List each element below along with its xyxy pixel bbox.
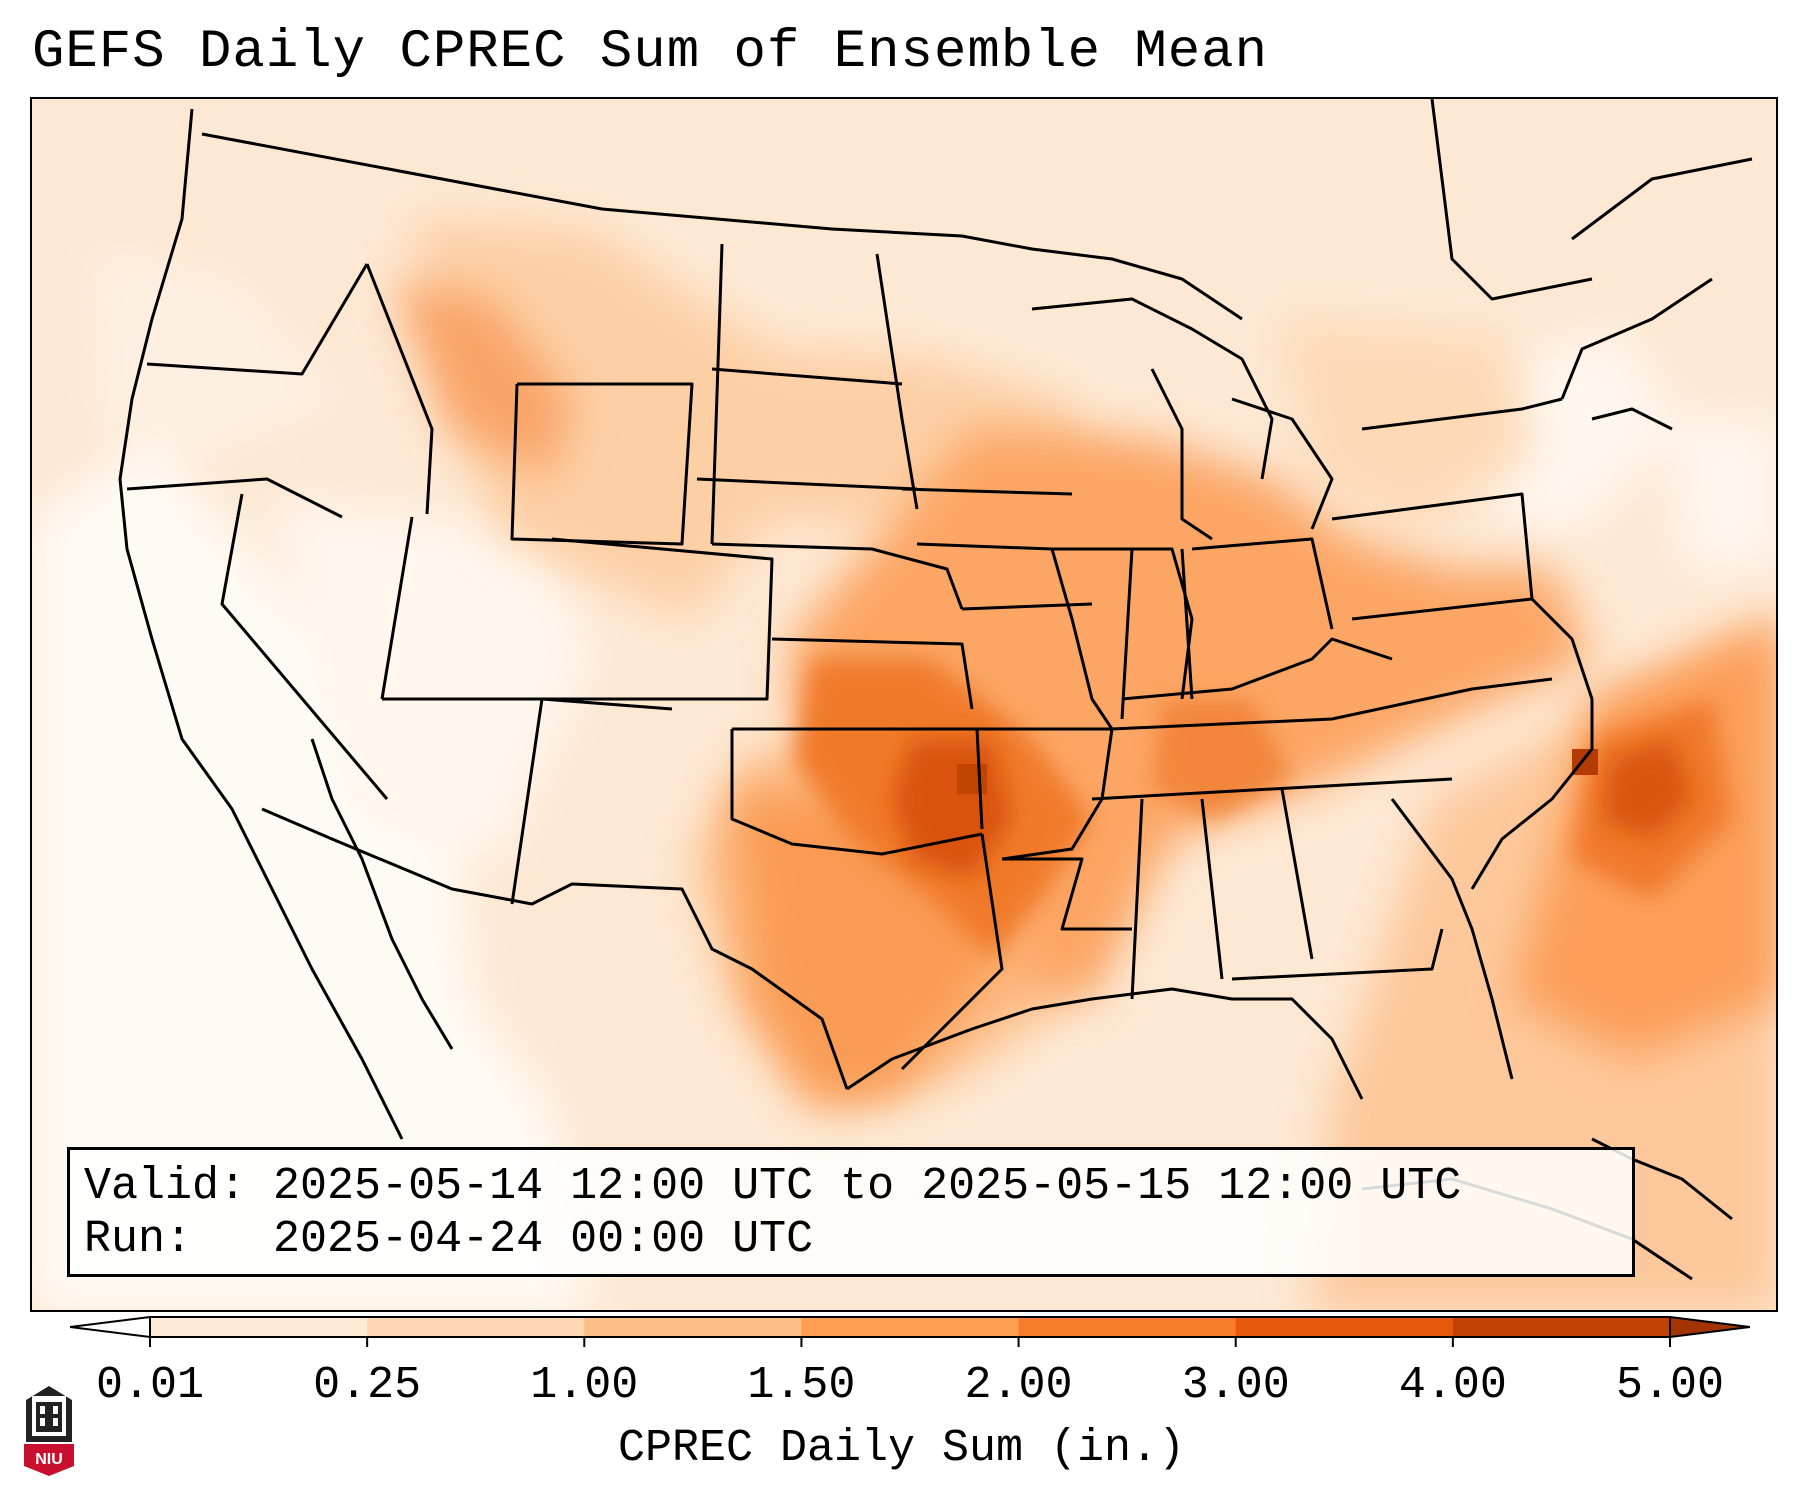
precipitation-map [30,97,1778,1312]
colorbar-segment [1452,1317,1671,1337]
valid-time-range: 2025-05-14 12:00 UTC to 2025-05-15 12:00… [273,1161,1462,1212]
colorbar-extend-min [69,1315,151,1339]
run-line: Run: 2025-04-24 00:00 UTC [84,1213,1618,1266]
colorbar-tick-labels: 0.01 0.25 1.00 1.50 2.00 3.00 4.00 5.00 [0,1360,1803,1420]
colorbar-label: CPREC Daily Sum (in.) [617,1423,1186,1474]
colorbar [69,1315,1751,1355]
dry-region [32,249,1776,1310]
colorbar-tick-label: 1.00 [530,1360,639,1411]
colorbar-tick-label: 1.50 [747,1360,856,1411]
state-borders [118,99,1753,1281]
colorbar-segment [801,1317,1020,1337]
run-label: Run: [84,1214,193,1265]
colorbar-tick-label: 0.01 [95,1360,205,1411]
colorbar-outline [149,1316,1671,1338]
valid-label: Valid: [84,1161,247,1212]
chart-title: GEFS Daily CPREC Sum of Ensemble Mean [32,22,1268,83]
university-tower-logo-icon: NIU [24,1386,74,1476]
map-canvas [32,99,1776,1310]
colorbar-svg [69,1315,1751,1347]
colorbar-tick-label: 0.25 [313,1360,422,1411]
valid-line: Valid: 2025-05-14 12:00 UTC to 2025-05-1… [84,1160,1618,1213]
colorbar-segment [1235,1317,1454,1337]
colorbar-segment [584,1317,802,1337]
colorbar-tick-label: 5.00 [1615,1360,1725,1411]
niu-logo: NIU [20,1380,78,1478]
colorbar-segment [150,1317,368,1337]
colorbar-tick-label: 4.00 [1398,1360,1507,1411]
valid-run-info-box: Valid: 2025-05-14 12:00 UTC to 2025-05-1… [67,1147,1635,1277]
logo-text: NIU [35,1451,63,1468]
colorbar-segment [367,1317,585,1337]
colorbar-tick-label: 2.00 [964,1360,1073,1411]
colorbar-extend-max [1669,1315,1751,1339]
colorbar-segment [1018,1317,1237,1337]
colorbar-tick-label: 3.00 [1181,1360,1290,1411]
run-time: 2025-04-24 00:00 UTC [273,1214,814,1265]
